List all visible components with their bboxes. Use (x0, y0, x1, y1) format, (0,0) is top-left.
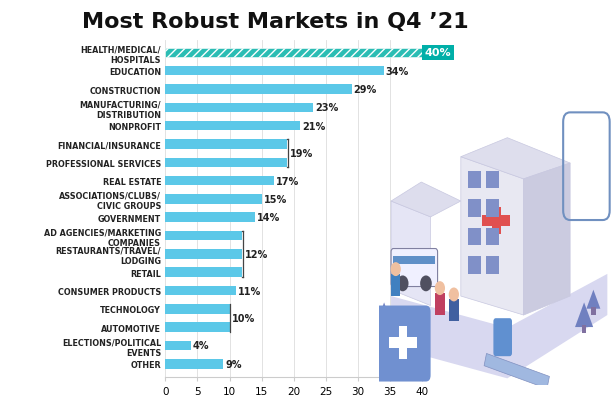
Text: 9%: 9% (225, 359, 242, 369)
Polygon shape (391, 183, 461, 217)
Bar (165, 231, 242, 241)
Bar (165, 140, 288, 149)
Bar (582, 326, 586, 334)
Text: 10%: 10% (232, 313, 255, 323)
Polygon shape (461, 139, 570, 179)
Polygon shape (375, 303, 394, 329)
Bar (449, 299, 458, 322)
FancyBboxPatch shape (375, 306, 431, 382)
Bar (165, 341, 191, 350)
Circle shape (397, 276, 409, 292)
Polygon shape (586, 290, 600, 309)
Text: 12%: 12% (245, 249, 268, 259)
Text: 23%: 23% (315, 103, 338, 113)
Bar (468, 257, 480, 274)
Bar (165, 67, 384, 76)
Text: 17%: 17% (277, 176, 300, 186)
Bar (487, 257, 499, 274)
Bar (165, 49, 422, 58)
Bar (389, 337, 417, 348)
Bar (165, 359, 223, 369)
Bar (399, 326, 407, 360)
Bar (165, 158, 288, 168)
Bar (468, 200, 480, 217)
Circle shape (449, 288, 459, 302)
Text: 29%: 29% (354, 85, 377, 95)
Bar (165, 268, 242, 277)
Polygon shape (461, 157, 524, 315)
Bar (391, 274, 400, 296)
Bar (468, 228, 480, 246)
Bar (165, 249, 242, 259)
Circle shape (435, 281, 445, 295)
Polygon shape (391, 274, 607, 378)
Bar (435, 293, 444, 315)
Bar (165, 286, 236, 296)
Text: 4%: 4% (193, 341, 209, 351)
Polygon shape (524, 164, 570, 315)
Bar (165, 122, 300, 131)
Bar (394, 257, 435, 265)
Text: 21%: 21% (302, 122, 326, 131)
Bar (468, 171, 480, 189)
Text: Most Robust Markets in Q4 ’21: Most Robust Markets in Q4 ’21 (82, 12, 469, 32)
Text: 11%: 11% (238, 286, 261, 296)
FancyBboxPatch shape (493, 318, 512, 356)
FancyBboxPatch shape (391, 249, 438, 287)
Bar (382, 328, 386, 335)
Bar (165, 195, 262, 204)
Text: 40%: 40% (425, 48, 452, 58)
Bar (165, 304, 230, 314)
Bar (165, 213, 255, 222)
Bar (492, 208, 501, 235)
Bar (482, 216, 510, 227)
Bar (165, 322, 230, 332)
Bar (165, 103, 313, 113)
Text: 34%: 34% (386, 66, 409, 77)
Bar (165, 85, 351, 95)
Bar (484, 354, 550, 389)
Bar (591, 307, 595, 315)
Circle shape (420, 276, 432, 292)
Bar (487, 228, 499, 246)
Text: 14%: 14% (257, 213, 280, 223)
Polygon shape (575, 303, 593, 327)
Text: 19%: 19% (290, 149, 313, 159)
Polygon shape (391, 202, 431, 306)
Text: 15%: 15% (264, 194, 287, 205)
Bar (165, 177, 274, 186)
Bar (487, 200, 499, 217)
Bar (487, 171, 499, 189)
Circle shape (390, 262, 401, 276)
